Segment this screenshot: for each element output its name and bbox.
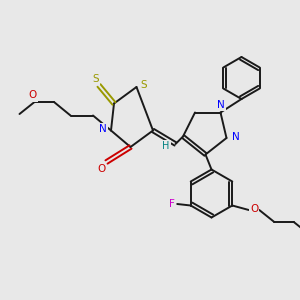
Text: N: N bbox=[99, 124, 106, 134]
Text: O: O bbox=[29, 90, 37, 100]
Text: S: S bbox=[93, 74, 99, 84]
Text: F: F bbox=[169, 199, 175, 209]
Text: H: H bbox=[162, 141, 169, 151]
Text: N: N bbox=[217, 100, 224, 110]
Text: S: S bbox=[141, 80, 147, 90]
Text: O: O bbox=[97, 164, 105, 174]
Text: O: O bbox=[250, 203, 258, 214]
Text: N: N bbox=[232, 131, 239, 142]
